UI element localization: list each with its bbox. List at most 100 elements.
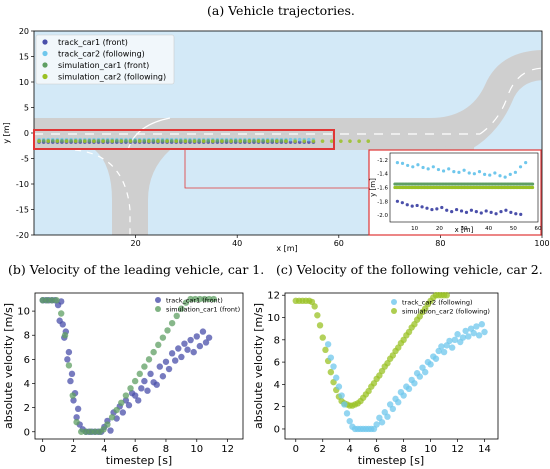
velocity-point	[57, 310, 65, 317]
inset-point	[416, 163, 420, 167]
inset-point	[524, 161, 528, 165]
x-tick-label: 2	[70, 444, 76, 455]
trajectory-point	[215, 139, 220, 143]
velocity-point	[314, 312, 321, 319]
trajectory-point	[165, 139, 169, 143]
velocity-point	[454, 331, 461, 338]
inset-point	[472, 172, 476, 176]
trajectory-point	[160, 139, 165, 143]
inset-x-tick-label: 60	[535, 226, 542, 232]
trajectory-point	[156, 139, 160, 143]
velocity-point	[74, 405, 82, 413]
legend-marker	[42, 39, 48, 45]
velocity-point	[319, 334, 326, 341]
velocity-point	[144, 387, 151, 394]
velocity-point	[65, 348, 73, 356]
velocity-point	[44, 297, 51, 304]
velocity-point	[131, 377, 139, 385]
inset-point	[420, 205, 424, 209]
inset-point	[445, 208, 449, 212]
velocity-point	[159, 373, 167, 380]
y-tick-label: 6	[24, 355, 30, 366]
trajectory-points	[37, 137, 371, 144]
velocity-point	[108, 414, 116, 421]
inset-y-tick-label: -1.4	[377, 172, 388, 178]
x-tick-label: 100	[534, 239, 549, 248]
velocity-point	[147, 370, 154, 378]
legend-marker	[42, 73, 48, 80]
inset-y-tick-label: -1.8	[377, 199, 388, 205]
velocity-point	[168, 350, 176, 357]
x-tick-label: 6	[373, 444, 379, 455]
y-tick-label: 10	[267, 313, 280, 324]
velocity-point	[451, 336, 459, 344]
y-tick-label: 2	[24, 403, 30, 414]
car2-points	[292, 292, 488, 433]
y-tick-label: -10	[16, 180, 29, 189]
legend-label: track_car1 (front)	[58, 38, 128, 47]
inset-point	[415, 203, 419, 208]
y-tick-label: -15	[16, 206, 29, 215]
x-tick-label: 10	[190, 444, 203, 455]
velocity-point	[91, 428, 99, 435]
velocity-point	[202, 339, 210, 346]
caption-bottom-right: (c) Velocity of the following vehicle, c…	[276, 262, 543, 277]
velocity-point	[125, 402, 133, 409]
inset-axes-frame	[389, 152, 539, 223]
x-tick-label: 8	[163, 444, 169, 455]
inset-point	[508, 172, 512, 176]
velocity-point	[210, 295, 217, 303]
trajectory-point	[124, 139, 128, 143]
car2-axes: 0 2 4 6 8 10 12 14 0 2 4 6 8 10 12	[267, 291, 491, 455]
road-map	[34, 50, 542, 235]
velocity-point	[135, 397, 142, 404]
x-tick-label: 60	[334, 239, 344, 248]
zoom-connector	[184, 149, 370, 189]
velocity-point	[119, 409, 127, 416]
inset-point	[469, 208, 473, 212]
legend-label: track_car2 (following)	[402, 299, 473, 307]
inset-point	[519, 212, 523, 217]
inset-point	[477, 170, 482, 174]
inset-point	[410, 204, 414, 208]
inset-y-tick-label: -2.0	[377, 213, 388, 219]
inset-point	[494, 212, 498, 216]
inset-point	[467, 171, 471, 175]
velocity-point	[190, 348, 197, 356]
legend-marker	[155, 297, 161, 303]
inset-point	[498, 174, 502, 178]
x-tick-label: 80	[435, 239, 445, 248]
trajectory-legend-entries: track_car1 (front) track_car2 (following)…	[42, 38, 166, 82]
velocity-point	[338, 392, 345, 399]
trajectory-point	[115, 139, 119, 143]
velocity-point	[333, 374, 340, 381]
velocity-point	[168, 319, 176, 327]
inset-point	[459, 209, 464, 213]
trajectory-point	[96, 139, 101, 143]
x-tick-label: 0	[40, 444, 46, 455]
inset-point	[488, 173, 492, 177]
velocity-point	[145, 356, 153, 363]
x-tick-label: 14	[478, 444, 491, 455]
trajectory-point	[288, 137, 293, 142]
caption-bottom-left: (b) Velocity of the leading vehicle, car…	[8, 262, 265, 277]
legend-label: simulation_car2 (following)	[58, 73, 166, 82]
velocity-point	[432, 355, 440, 362]
velocity-point	[175, 345, 182, 352]
velocity-point	[141, 363, 148, 370]
inset-y-tick-label: -1.2	[377, 158, 388, 164]
velocity-point	[181, 340, 188, 347]
trajectory-point	[229, 139, 233, 143]
inset-point	[435, 207, 439, 211]
trajectory-point	[73, 139, 78, 143]
velocity-point	[341, 401, 348, 408]
velocity-point	[327, 354, 335, 361]
trajectory-point	[105, 139, 110, 143]
velocity-point	[187, 295, 194, 303]
velocity-point	[155, 341, 162, 349]
y-tick-label: 15	[19, 53, 29, 62]
trajectory-point	[288, 140, 293, 144]
trajectory-point	[279, 139, 284, 143]
x-tick-label: 4	[101, 444, 107, 455]
